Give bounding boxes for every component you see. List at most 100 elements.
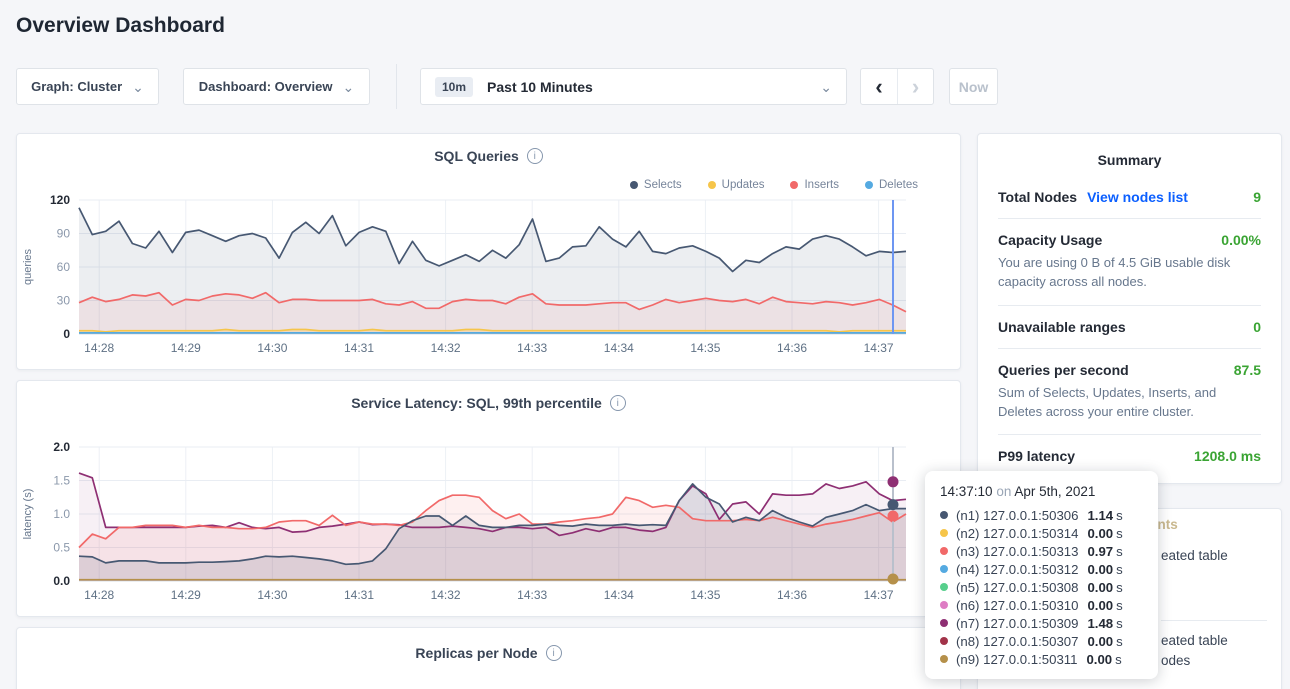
tooltip-node-unit: s — [1116, 634, 1123, 649]
node-color-dot-icon — [940, 583, 948, 591]
info-icon[interactable]: i — [610, 395, 626, 411]
service-latency-chart[interactable]: 14:2814:2914:3014:3114:3214:3314:3414:35… — [17, 441, 962, 611]
svg-text:120: 120 — [50, 194, 70, 207]
tooltip-node-unit: s — [1116, 616, 1123, 631]
tooltip-node-row: (n1) 127.0.0.1:503061.14s — [940, 506, 1144, 524]
svg-text:14:33: 14:33 — [517, 341, 547, 355]
dashboard-dropdown-label: Dashboard: Overview — [199, 79, 333, 94]
chevron-down-icon: ⌄ — [132, 82, 144, 92]
tooltip-node-row: (n9) 127.0.0.1:503110.00s — [940, 650, 1144, 668]
svg-text:14:29: 14:29 — [171, 341, 201, 355]
unavailable-ranges-label: Unavailable ranges — [998, 319, 1126, 335]
svg-text:14:37: 14:37 — [864, 341, 894, 355]
qps-description: Sum of Selects, Updates, Inserts, and De… — [998, 384, 1261, 422]
node-color-dot-icon — [940, 565, 948, 573]
tooltip-node-row: (n6) 127.0.0.1:50310 0.00s — [940, 596, 1144, 614]
p99-latency-label: P99 latency — [998, 448, 1075, 464]
tooltip-node-value: 0.00 — [1087, 634, 1113, 649]
svg-text:0.0: 0.0 — [53, 574, 70, 588]
svg-text:14:37: 14:37 — [864, 588, 894, 602]
tooltip-node-label: (n2) 127.0.0.1:50314 — [956, 526, 1078, 541]
p99-latency-value: 1208.0 ms — [1194, 448, 1261, 464]
svg-text:0: 0 — [63, 327, 70, 341]
tooltip-node-label: (n1) 127.0.0.1:50306 — [956, 508, 1078, 523]
sql-queries-card: SQL Queries i Selects Updates Inserts Delet… — [16, 133, 961, 370]
toolbar-divider — [396, 64, 397, 109]
total-nodes-value: 9 — [1253, 189, 1261, 205]
tooltip-node-row: (n4) 127.0.0.1:503120.00s — [940, 560, 1144, 578]
legend-label: Deletes — [879, 179, 918, 191]
sql-queries-title: SQL Queries — [434, 148, 519, 164]
legend-item-deletes[interactable]: Deletes — [865, 179, 918, 191]
chart-hover-tooltip: 14:37:10 on Apr 5th, 2021 (n1) 127.0.0.1… — [925, 471, 1158, 679]
tooltip-node-label: (n9) 127.0.0.1:50311 — [956, 652, 1077, 667]
time-range-label: Past 10 Minutes — [487, 79, 593, 95]
svg-text:14:34: 14:34 — [604, 341, 634, 355]
svg-text:2.0: 2.0 — [53, 441, 70, 454]
summary-row-unavailable-ranges: Unavailable ranges 0 — [998, 306, 1261, 349]
legend-item-inserts[interactable]: Inserts — [790, 179, 839, 191]
event-divider — [1161, 620, 1267, 621]
replicas-per-node-card: Replicas per Node i — [16, 627, 961, 689]
time-back-button[interactable]: ‹ — [861, 69, 897, 104]
svg-text:14:29: 14:29 — [171, 588, 201, 602]
node-color-dot-icon — [940, 547, 948, 555]
svg-text:14:30: 14:30 — [257, 341, 287, 355]
node-color-dot-icon — [940, 655, 948, 663]
qps-value: 87.5 — [1234, 362, 1261, 378]
legend-label: Selects — [644, 179, 682, 191]
svg-text:0.5: 0.5 — [53, 541, 70, 555]
svg-text:14:31: 14:31 — [344, 341, 374, 355]
legend-item-updates[interactable]: Updates — [708, 179, 765, 191]
view-nodes-list-link[interactable]: View nodes list — [1087, 189, 1188, 205]
tooltip-node-label: (n6) 127.0.0.1:50310 — [956, 598, 1078, 613]
svg-text:14:28: 14:28 — [84, 588, 114, 602]
svg-text:14:36: 14:36 — [777, 341, 807, 355]
svg-text:14:35: 14:35 — [690, 341, 720, 355]
sql-queries-chart[interactable]: 14:2814:2914:3014:3114:3214:3314:3414:35… — [17, 194, 962, 364]
page-title: Overview Dashboard — [16, 14, 225, 38]
dashboard-dropdown[interactable]: Dashboard: Overview ⌄ — [183, 68, 370, 105]
tooltip-node-unit: s — [1116, 580, 1123, 595]
tooltip-node-unit: s — [1116, 544, 1123, 559]
info-icon[interactable]: i — [527, 148, 543, 164]
svg-text:30: 30 — [57, 294, 71, 308]
graph-dropdown[interactable]: Graph: Cluster ⌄ — [16, 68, 159, 105]
node-color-dot-icon — [940, 637, 948, 645]
service-latency-title: Service Latency: SQL, 99th percentile — [351, 395, 602, 411]
legend-item-selects[interactable]: Selects — [630, 179, 682, 191]
chevron-down-icon: ⌄ — [342, 82, 354, 92]
capacity-usage-label: Capacity Usage — [998, 232, 1102, 248]
summary-row-total-nodes: Total Nodes View nodes list 9 — [998, 176, 1261, 219]
svg-text:14:31: 14:31 — [344, 588, 374, 602]
time-forward-button[interactable]: › — [897, 69, 933, 104]
legend-dot-icon — [790, 181, 798, 189]
graph-dropdown-label: Graph: Cluster — [31, 79, 122, 94]
legend-label: Updates — [722, 179, 765, 191]
svg-text:14:35: 14:35 — [690, 588, 720, 602]
tooltip-node-label: (n4) 127.0.0.1:50312 — [956, 562, 1078, 577]
tooltip-node-value: 1.48 — [1087, 616, 1113, 631]
capacity-usage-description: You are using 0 B of 4.5 GiB usable disk… — [998, 254, 1261, 292]
summary-row-capacity: Capacity Usage 0.00% You are using 0 B o… — [998, 219, 1261, 306]
event-text-fragment: eated table — [1161, 548, 1228, 563]
info-icon[interactable]: i — [546, 645, 562, 661]
legend-dot-icon — [630, 181, 638, 189]
summary-panel: Summary Total Nodes View nodes list 9 Ca… — [977, 133, 1282, 484]
tooltip-node-value: 0.00 — [1087, 598, 1113, 613]
time-pager: ‹ › — [860, 68, 934, 105]
svg-text:14:28: 14:28 — [84, 341, 114, 355]
time-range-dropdown[interactable]: 10m Past 10 Minutes ⌄ — [420, 68, 847, 105]
tooltip-node-unit: s — [1116, 526, 1123, 541]
tooltip-node-value: 0.00 — [1086, 652, 1112, 667]
now-button[interactable]: Now — [949, 68, 998, 105]
tooltip-node-unit: s — [1116, 508, 1123, 523]
tooltip-node-row: (n5) 127.0.0.1:503080.00s — [940, 578, 1144, 596]
svg-text:queries: queries — [22, 248, 34, 285]
summary-row-qps: Queries per second 87.5 Sum of Selects, … — [998, 349, 1261, 436]
service-latency-card: Service Latency: SQL, 99th percentile i … — [16, 380, 961, 617]
svg-text:14:30: 14:30 — [257, 588, 287, 602]
tooltip-node-label: (n7) 127.0.0.1:50309 — [956, 616, 1078, 631]
node-color-dot-icon — [940, 529, 948, 537]
tooltip-node-unit: s — [1116, 598, 1123, 613]
